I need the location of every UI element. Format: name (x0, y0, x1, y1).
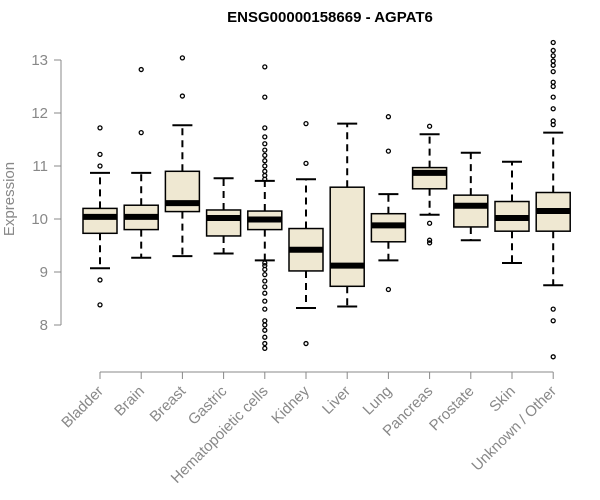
outlier-point (262, 284, 268, 290)
outlier-point (550, 69, 556, 75)
outlier-point (262, 340, 268, 347)
box-iqr (329, 186, 365, 288)
outlier-point (550, 58, 556, 64)
chart-title: ENSG00000158669 - AGPAT6 (227, 9, 433, 26)
outlier-point (262, 94, 268, 100)
outlier-point (138, 129, 144, 136)
x-tick-label: Skin (486, 383, 519, 416)
outlier-point (138, 66, 144, 73)
box-unknown-other (535, 39, 571, 360)
outlier-point (550, 39, 556, 46)
plot-area (82, 39, 571, 360)
outlier-point (550, 354, 556, 360)
y-tick-label: 13 (31, 52, 48, 69)
outlier-point (262, 322, 268, 328)
box-bladder (82, 125, 118, 308)
outlier-point (262, 278, 268, 284)
x-tick-label: Bladder (58, 383, 107, 432)
outlier-point (262, 271, 268, 278)
outlier-point (262, 141, 268, 147)
outlier-point (426, 240, 433, 246)
outlier-point (262, 125, 268, 131)
outlier-point (262, 158, 268, 164)
box-breast (164, 55, 201, 258)
box-lung (370, 114, 407, 293)
box-pancreas (411, 123, 448, 246)
outlier-point (97, 163, 103, 169)
x-tick-label: Kidney (268, 382, 313, 427)
outlier-point (262, 152, 268, 159)
outlier-point (179, 93, 186, 99)
outlier-point (550, 62, 556, 68)
outlier-point (550, 94, 556, 100)
y-axis-label: Expression (1, 162, 18, 236)
outlier-point (262, 260, 268, 266)
box-iqr (205, 209, 242, 237)
outlier-point (385, 286, 392, 293)
outlier-point (262, 290, 268, 296)
outlier-point (97, 125, 103, 131)
y-tick-label: 12 (31, 105, 48, 122)
outlier-point (97, 151, 103, 157)
outlier-point (262, 298, 268, 304)
outlier-point (550, 53, 556, 59)
x-tick-label: Breast (147, 382, 190, 425)
y-tick-label: 10 (31, 211, 48, 228)
outlier-point (303, 340, 309, 347)
outlier-point (550, 83, 556, 90)
box-skin (494, 160, 530, 264)
outlier-point (262, 318, 268, 324)
x-tick-label: Lung (360, 383, 396, 419)
x-tick-label: Prostate (426, 383, 478, 435)
outlier-point (262, 334, 268, 340)
outlier-point (550, 118, 556, 124)
outlier-point (262, 262, 268, 269)
box-iqr (82, 207, 118, 235)
outlier-point (303, 160, 309, 167)
outlier-point (303, 120, 309, 127)
outlier-point (385, 114, 392, 120)
outlier-point (426, 237, 433, 243)
outlier-point (262, 306, 268, 312)
outlier-point (262, 64, 268, 70)
x-tick-label: Liver (319, 383, 354, 418)
outlier-point (262, 345, 268, 351)
box-hematopoietic-cells (247, 64, 283, 351)
outlier-point (550, 306, 556, 312)
outlier-point (426, 220, 433, 226)
box-gastric (205, 177, 242, 255)
outlier-point (262, 327, 268, 333)
outlier-point (97, 277, 103, 283)
outlier-point (550, 106, 556, 112)
outlier-point (97, 302, 103, 308)
outlier-point (262, 172, 268, 179)
outlier-point (426, 123, 433, 129)
box-liver (329, 122, 365, 308)
y-tick-label: 9 (40, 264, 48, 281)
box-brain (123, 66, 159, 259)
outlier-point (179, 55, 186, 61)
y-tick-label: 8 (40, 317, 48, 334)
outlier-point (262, 168, 268, 174)
x-tick-label: Brain (111, 383, 148, 420)
outlier-point (550, 318, 556, 324)
outlier-point (550, 47, 556, 54)
outlier-point (385, 148, 392, 154)
box-prostate (453, 151, 489, 242)
box-iqr (453, 194, 489, 228)
outlier-point (262, 134, 268, 140)
outlier-point (550, 79, 556, 85)
outlier-point (262, 147, 268, 153)
box-kidney (288, 120, 324, 347)
outlier-point (262, 163, 268, 169)
y-tick-label: 11 (32, 158, 48, 175)
